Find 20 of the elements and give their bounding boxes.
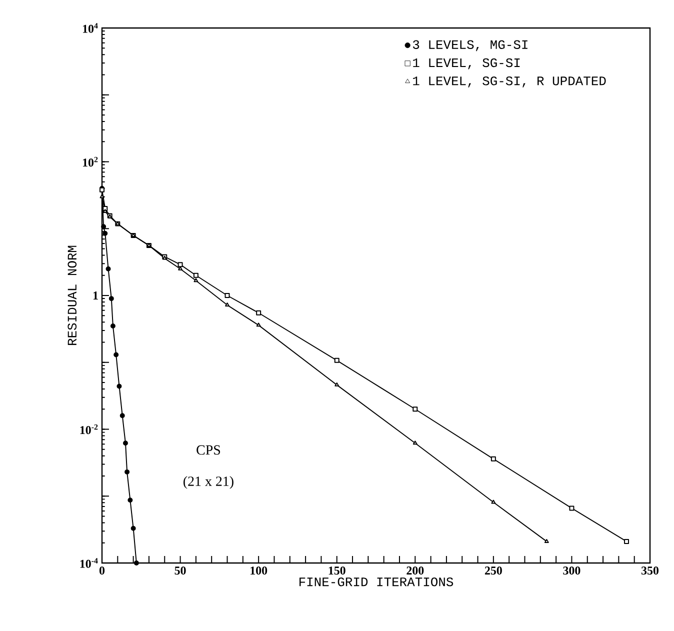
y-tick-label: 10$^{-4}$ [80, 558, 98, 568]
x-tick-label: 250 [484, 566, 502, 575]
y-axis-title: RESIDUAL NORM [68, 246, 77, 345]
x-tick-label: 350 [641, 566, 659, 575]
x-tick-label: 50 [174, 566, 186, 575]
y-tick-label: 1 [93, 292, 98, 300]
annotation: (21 x 21) [184, 476, 234, 489]
y-tick-label: 10$^{-2}$ [80, 424, 98, 434]
x-tick-label: 200 [406, 566, 424, 575]
legend-label: 1 LEVEL, SG-SI [413, 58, 520, 70]
x-axis-title: FINE-GRID ITERATIONS [300, 577, 454, 586]
y-tick-label: 10$^{2}$ [82, 156, 98, 167]
y-tick-label: 10$^{4}$ [82, 23, 98, 33]
x-tick-label: 0 [99, 566, 105, 575]
x-tick-label: 300 [563, 566, 580, 575]
x-tick-label: 100 [250, 566, 268, 575]
x-tick-label: 150 [328, 566, 346, 575]
legend-label: 1 LEVEL, SG-SI, R UPDATED [413, 76, 606, 88]
legend-label: 3 LEVELS, MG-SI [412, 40, 528, 52]
annotation: CPS [196, 445, 220, 455]
